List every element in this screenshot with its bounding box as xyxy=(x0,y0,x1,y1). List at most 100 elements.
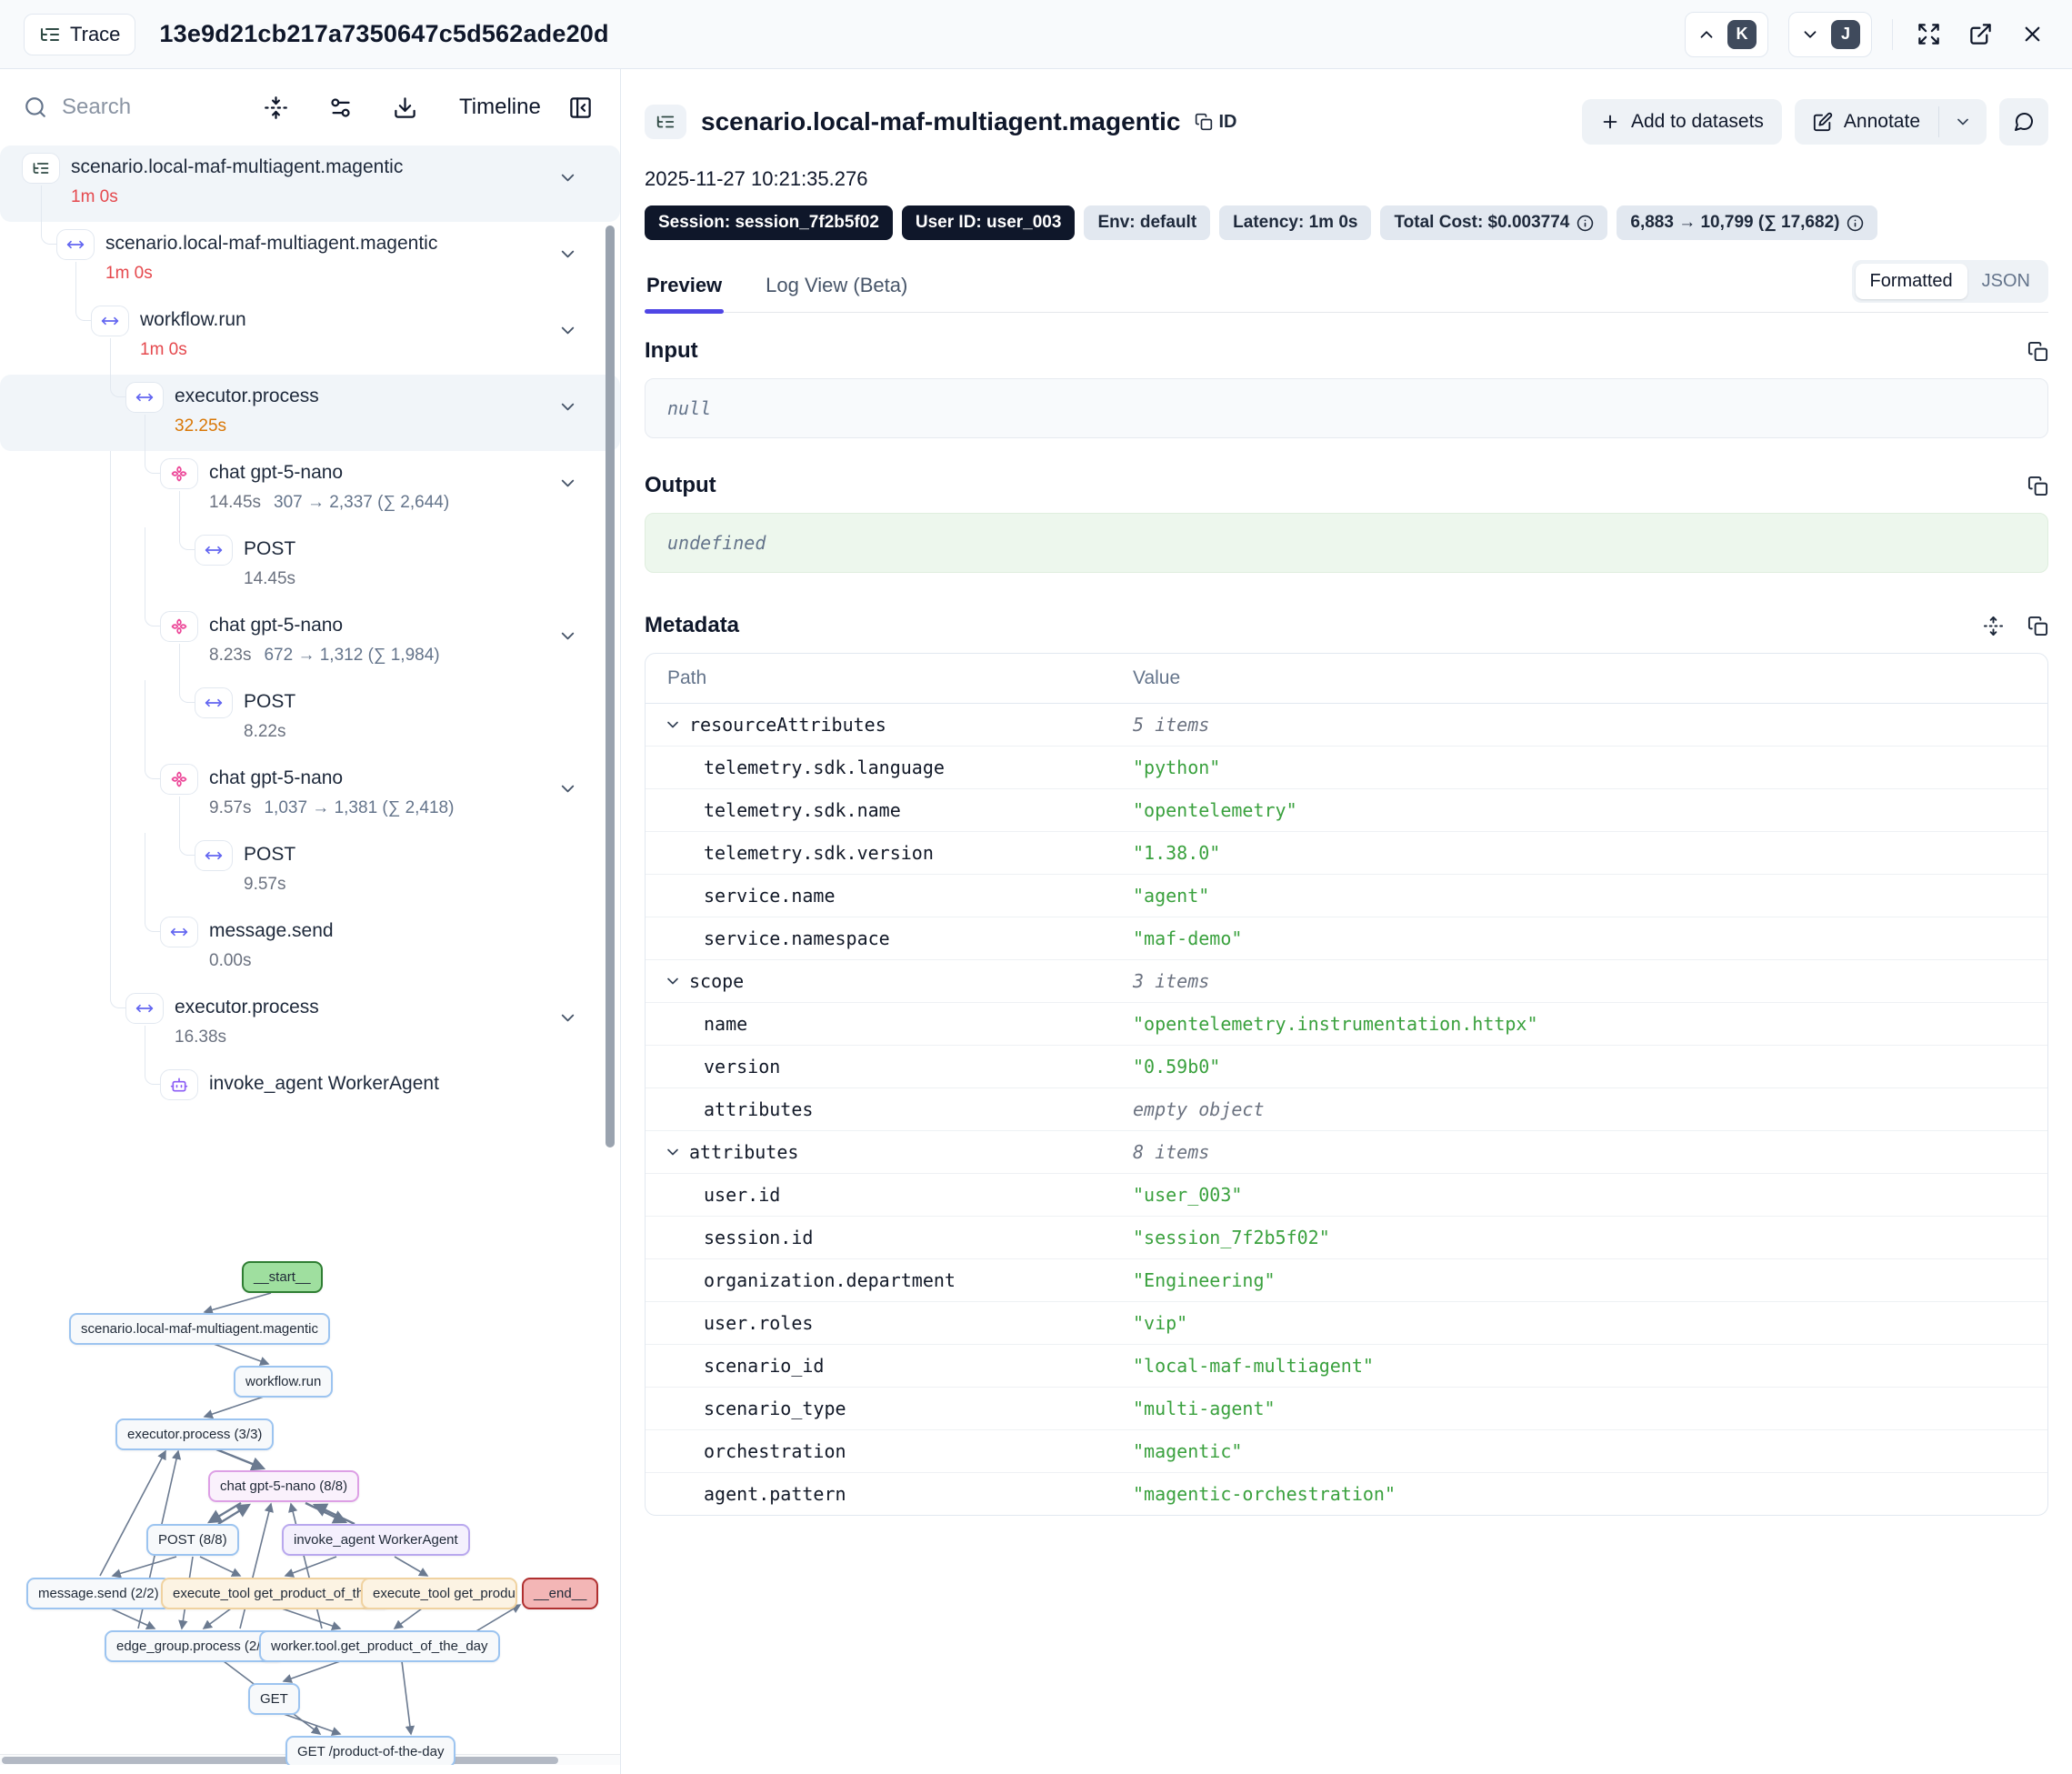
span-duration: 32.25s xyxy=(175,416,227,436)
collapse-panel-button[interactable] xyxy=(568,95,593,120)
row-chevron[interactable] xyxy=(557,320,578,341)
total-cost-badge[interactable]: Total Cost: $0.003774 xyxy=(1380,205,1608,240)
search-icon xyxy=(25,97,45,117)
copy-icon[interactable] xyxy=(2027,341,2048,362)
column-value: Value xyxy=(1133,667,1181,688)
prev-trace-button[interactable]: K xyxy=(1685,11,1768,57)
graph-node-workflow[interactable]: workflow.run xyxy=(234,1366,334,1398)
generation-chip xyxy=(160,611,198,642)
span-name: chat gpt-5-nano xyxy=(209,767,344,788)
session-badge[interactable]: Session: session_7f2b5f02 xyxy=(645,205,893,240)
table-row[interactable]: scope 3 items xyxy=(646,959,2047,1002)
table-row: session.id "session_7f2b5f02" xyxy=(646,1216,2047,1258)
open-external-button[interactable] xyxy=(1965,18,1997,50)
row-chevron[interactable] xyxy=(557,626,578,646)
tree-row-trace-root[interactable]: scenario.local-maf-multiagent.magentic 1… xyxy=(0,145,620,222)
metadata-section-label: Metadata xyxy=(645,613,740,637)
row-chevron[interactable] xyxy=(557,1007,578,1028)
tabs-bar: Preview Log View (Beta) Formatted JSON xyxy=(645,260,2048,314)
token-usage-badge[interactable]: 6,883 → 10,799 (∑ 17,682) xyxy=(1617,205,1878,240)
view-settings-button[interactable] xyxy=(328,95,353,120)
toggle-formatted[interactable]: Formatted xyxy=(1855,264,1967,299)
table-row[interactable]: attributes 8 items xyxy=(646,1130,2047,1173)
tree-row-agent[interactable]: invoke_agent WorkerAgent xyxy=(0,1062,620,1138)
annotate-split-button: Annotate xyxy=(1794,99,1987,145)
graph-node-get-potd[interactable]: GET /product-of-the-day xyxy=(285,1736,456,1765)
chevron-down-icon[interactable] xyxy=(664,972,682,990)
table-row: agent.pattern "magentic-orchestration" xyxy=(646,1472,2047,1515)
close-button[interactable] xyxy=(2017,18,2048,50)
tab-preview[interactable]: Preview xyxy=(645,274,725,314)
table-row: organization.department "Engineering" xyxy=(646,1258,2047,1301)
graph-node-end[interactable]: __end__ xyxy=(522,1578,599,1609)
table-row[interactable]: resourceAttributes 5 items xyxy=(646,703,2047,746)
graph-node-scenario[interactable]: scenario.local-maf-multiagent.magentic xyxy=(69,1313,330,1345)
metadata-value: "1.38.0" xyxy=(1133,842,1221,864)
download-button[interactable] xyxy=(393,95,417,120)
collapse-all-button[interactable] xyxy=(264,95,288,120)
user-id-badge[interactable]: User ID: user_003 xyxy=(901,205,1076,240)
toggle-json[interactable]: JSON xyxy=(1981,271,2030,291)
graph-node-worker-tool[interactable]: worker.tool.get_product_of_the_day xyxy=(259,1630,500,1662)
tree-row-span[interactable]: scenario.local-maf-multiagent.magentic 1… xyxy=(0,222,620,298)
metadata-key: scope xyxy=(689,970,745,992)
span-tokens: 672 → 1,312 (∑ 1,984) xyxy=(264,646,440,665)
tree-row-generation[interactable]: chat gpt-5-nano 14.45s 307 → 2,337 (∑ 2,6… xyxy=(0,451,620,527)
graph-node-chat[interactable]: chat gpt-5-nano (8/8) xyxy=(208,1470,360,1502)
copy-icon[interactable] xyxy=(2027,616,2048,636)
graph-node-start[interactable]: __start__ xyxy=(242,1261,323,1293)
copy-icon[interactable] xyxy=(2027,476,2048,496)
tree-row-span[interactable]: executor.process 32.25s xyxy=(0,375,620,451)
metadata-value: "opentelemetry.instrumentation.httpx" xyxy=(1133,1013,1538,1035)
input-value: null xyxy=(645,378,2048,438)
add-to-datasets-button[interactable]: Add to datasets xyxy=(1581,99,1782,145)
tree-row-generation[interactable]: chat gpt-5-nano 9.57s 1,037 → 1,381 (∑ 2,… xyxy=(0,757,620,833)
expand-button[interactable] xyxy=(1913,18,1945,50)
chevron-up-icon xyxy=(1700,30,1713,38)
graph-node-executor[interactable]: executor.process (3/3) xyxy=(115,1418,275,1450)
row-chevron[interactable] xyxy=(557,778,578,799)
copy-id-button[interactable]: ID xyxy=(1195,112,1236,133)
id-label: ID xyxy=(1218,111,1237,132)
span-chip xyxy=(125,993,164,1024)
trace-type-badge: Trace xyxy=(24,13,136,55)
search-input[interactable] xyxy=(62,95,198,120)
graph-node-post[interactable]: POST (8/8) xyxy=(146,1524,239,1556)
unfold-vertical-icon[interactable] xyxy=(1983,616,2004,636)
tab-log-view[interactable]: Log View (Beta) xyxy=(766,274,908,296)
graph-node-edge-group[interactable]: edge_group.process (2/2) xyxy=(105,1630,285,1662)
row-chevron[interactable] xyxy=(557,167,578,188)
graph-node-get[interactable]: GET xyxy=(248,1683,300,1715)
span-duration: 8.22s xyxy=(244,722,286,741)
span-chip xyxy=(56,229,95,260)
tree-row-generation[interactable]: chat gpt-5-nano 8.23s 672 → 1,312 (∑ 1,98… xyxy=(0,604,620,680)
row-chevron[interactable] xyxy=(557,473,578,494)
graph-node-message-send[interactable]: message.send (2/2) xyxy=(26,1578,171,1609)
timeline-toggle[interactable]: Timeline xyxy=(459,95,541,119)
chevron-down-icon[interactable] xyxy=(664,1143,682,1161)
span-duration: 14.45s xyxy=(209,493,262,512)
tree-row-span[interactable]: workflow.run 1m 0s xyxy=(0,298,620,375)
tree-row-span[interactable]: POST 9.57s xyxy=(0,833,620,909)
tree-row-span[interactable]: POST 14.45s xyxy=(0,527,620,604)
tree-row-span[interactable]: POST 8.22s xyxy=(0,680,620,757)
graph-node-execute-tool-1[interactable]: execute_tool get_product_of_the_ xyxy=(161,1578,391,1609)
graph-node-execute-tool-2[interactable]: execute_tool get_product_ xyxy=(361,1578,517,1609)
metadata-value: "maf-demo" xyxy=(1133,927,1243,949)
annotate-button[interactable]: Annotate xyxy=(1795,99,1938,145)
metadata-value: 5 items xyxy=(1133,714,1210,736)
comments-button[interactable] xyxy=(1999,98,2048,145)
search-box[interactable] xyxy=(24,95,224,120)
row-chevron[interactable] xyxy=(557,396,578,417)
copy-icon xyxy=(1196,113,1213,131)
annotate-dropdown-button[interactable] xyxy=(1939,99,1987,145)
table-row: service.name "agent" xyxy=(646,874,2047,917)
chevron-down-icon[interactable] xyxy=(664,716,682,734)
tree-row-span[interactable]: message.send 0.00s xyxy=(0,909,620,986)
row-chevron[interactable] xyxy=(557,244,578,265)
tree-scrollbar[interactable] xyxy=(606,226,615,1148)
tree-row-span[interactable]: executor.process 16.38s xyxy=(0,986,620,1062)
next-trace-button[interactable]: J xyxy=(1788,11,1872,57)
arrows-horizontal-icon xyxy=(205,698,223,707)
graph-node-invoke-agent[interactable]: invoke_agent WorkerAgent xyxy=(282,1524,470,1556)
